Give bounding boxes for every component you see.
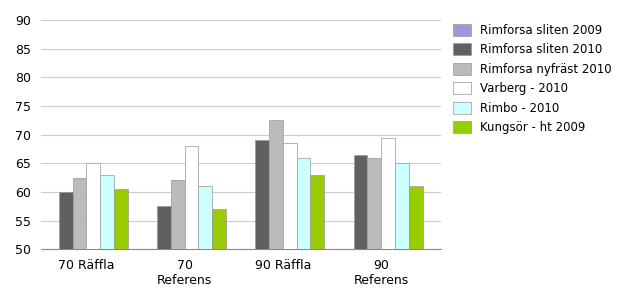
- Bar: [367, 158, 381, 249]
- Bar: [59, 192, 72, 249]
- Bar: [72, 178, 86, 249]
- Legend: Rimforsa sliten 2009, Rimforsa sliten 2010, Rimforsa nyfräst 2010, Varberg - 201: Rimforsa sliten 2009, Rimforsa sliten 20…: [450, 21, 614, 137]
- Bar: [283, 143, 297, 249]
- Bar: [409, 186, 423, 249]
- Bar: [114, 189, 128, 249]
- Bar: [171, 181, 185, 249]
- Bar: [212, 209, 226, 249]
- Bar: [311, 175, 324, 249]
- Bar: [86, 163, 100, 249]
- Bar: [395, 163, 409, 249]
- Bar: [353, 155, 367, 249]
- Bar: [269, 120, 283, 249]
- Bar: [185, 146, 198, 249]
- Bar: [381, 137, 395, 249]
- Bar: [198, 186, 212, 249]
- Bar: [255, 140, 269, 249]
- Bar: [297, 158, 311, 249]
- Bar: [157, 206, 171, 249]
- Bar: [100, 175, 114, 249]
